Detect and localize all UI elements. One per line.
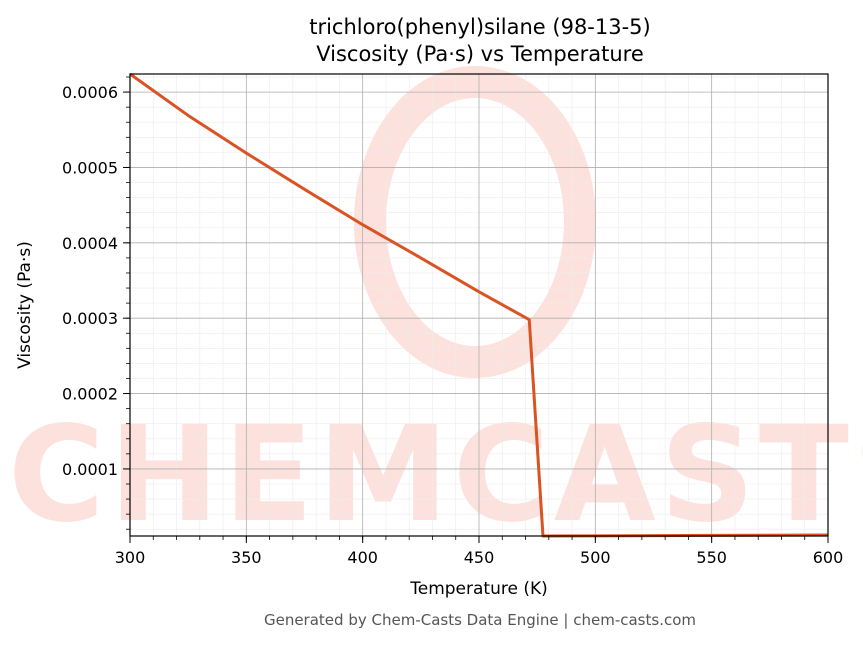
y-axis-label: Viscosity (Pa·s): [15, 241, 35, 369]
y-tick-label: 0.0003: [62, 309, 118, 328]
y-tick-label: 0.0001: [62, 460, 118, 479]
x-tick-label: 450: [464, 548, 495, 567]
y-tick-label: 0.0004: [62, 234, 118, 253]
x-axis-label: Temperature (K): [409, 579, 548, 599]
x-tick-label: 300: [115, 548, 146, 567]
x-tick-label: 400: [347, 548, 378, 567]
chart-subtitle: Viscosity (Pa·s) vs Temperature: [316, 42, 644, 66]
x-tick-label: 500: [580, 548, 611, 567]
y-tick-label: 0.0005: [62, 158, 118, 177]
x-tick-label: 550: [696, 548, 727, 567]
chart-title: trichloro(phenyl)silane (98-13-5): [309, 15, 651, 39]
x-tick-label: 350: [231, 548, 262, 567]
y-tick-label: 0.0002: [62, 385, 118, 404]
footer-credit: Generated by Chem-Casts Data Engine | ch…: [264, 611, 696, 629]
y-tick-label: 0.0006: [62, 83, 118, 102]
x-tick-label: 600: [813, 548, 844, 567]
watermark-ring: [354, 66, 596, 378]
tick-layer: 300 350 400 450 500 550 600 0.0001 0.0002 0.0003 0…: [62, 76, 844, 567]
